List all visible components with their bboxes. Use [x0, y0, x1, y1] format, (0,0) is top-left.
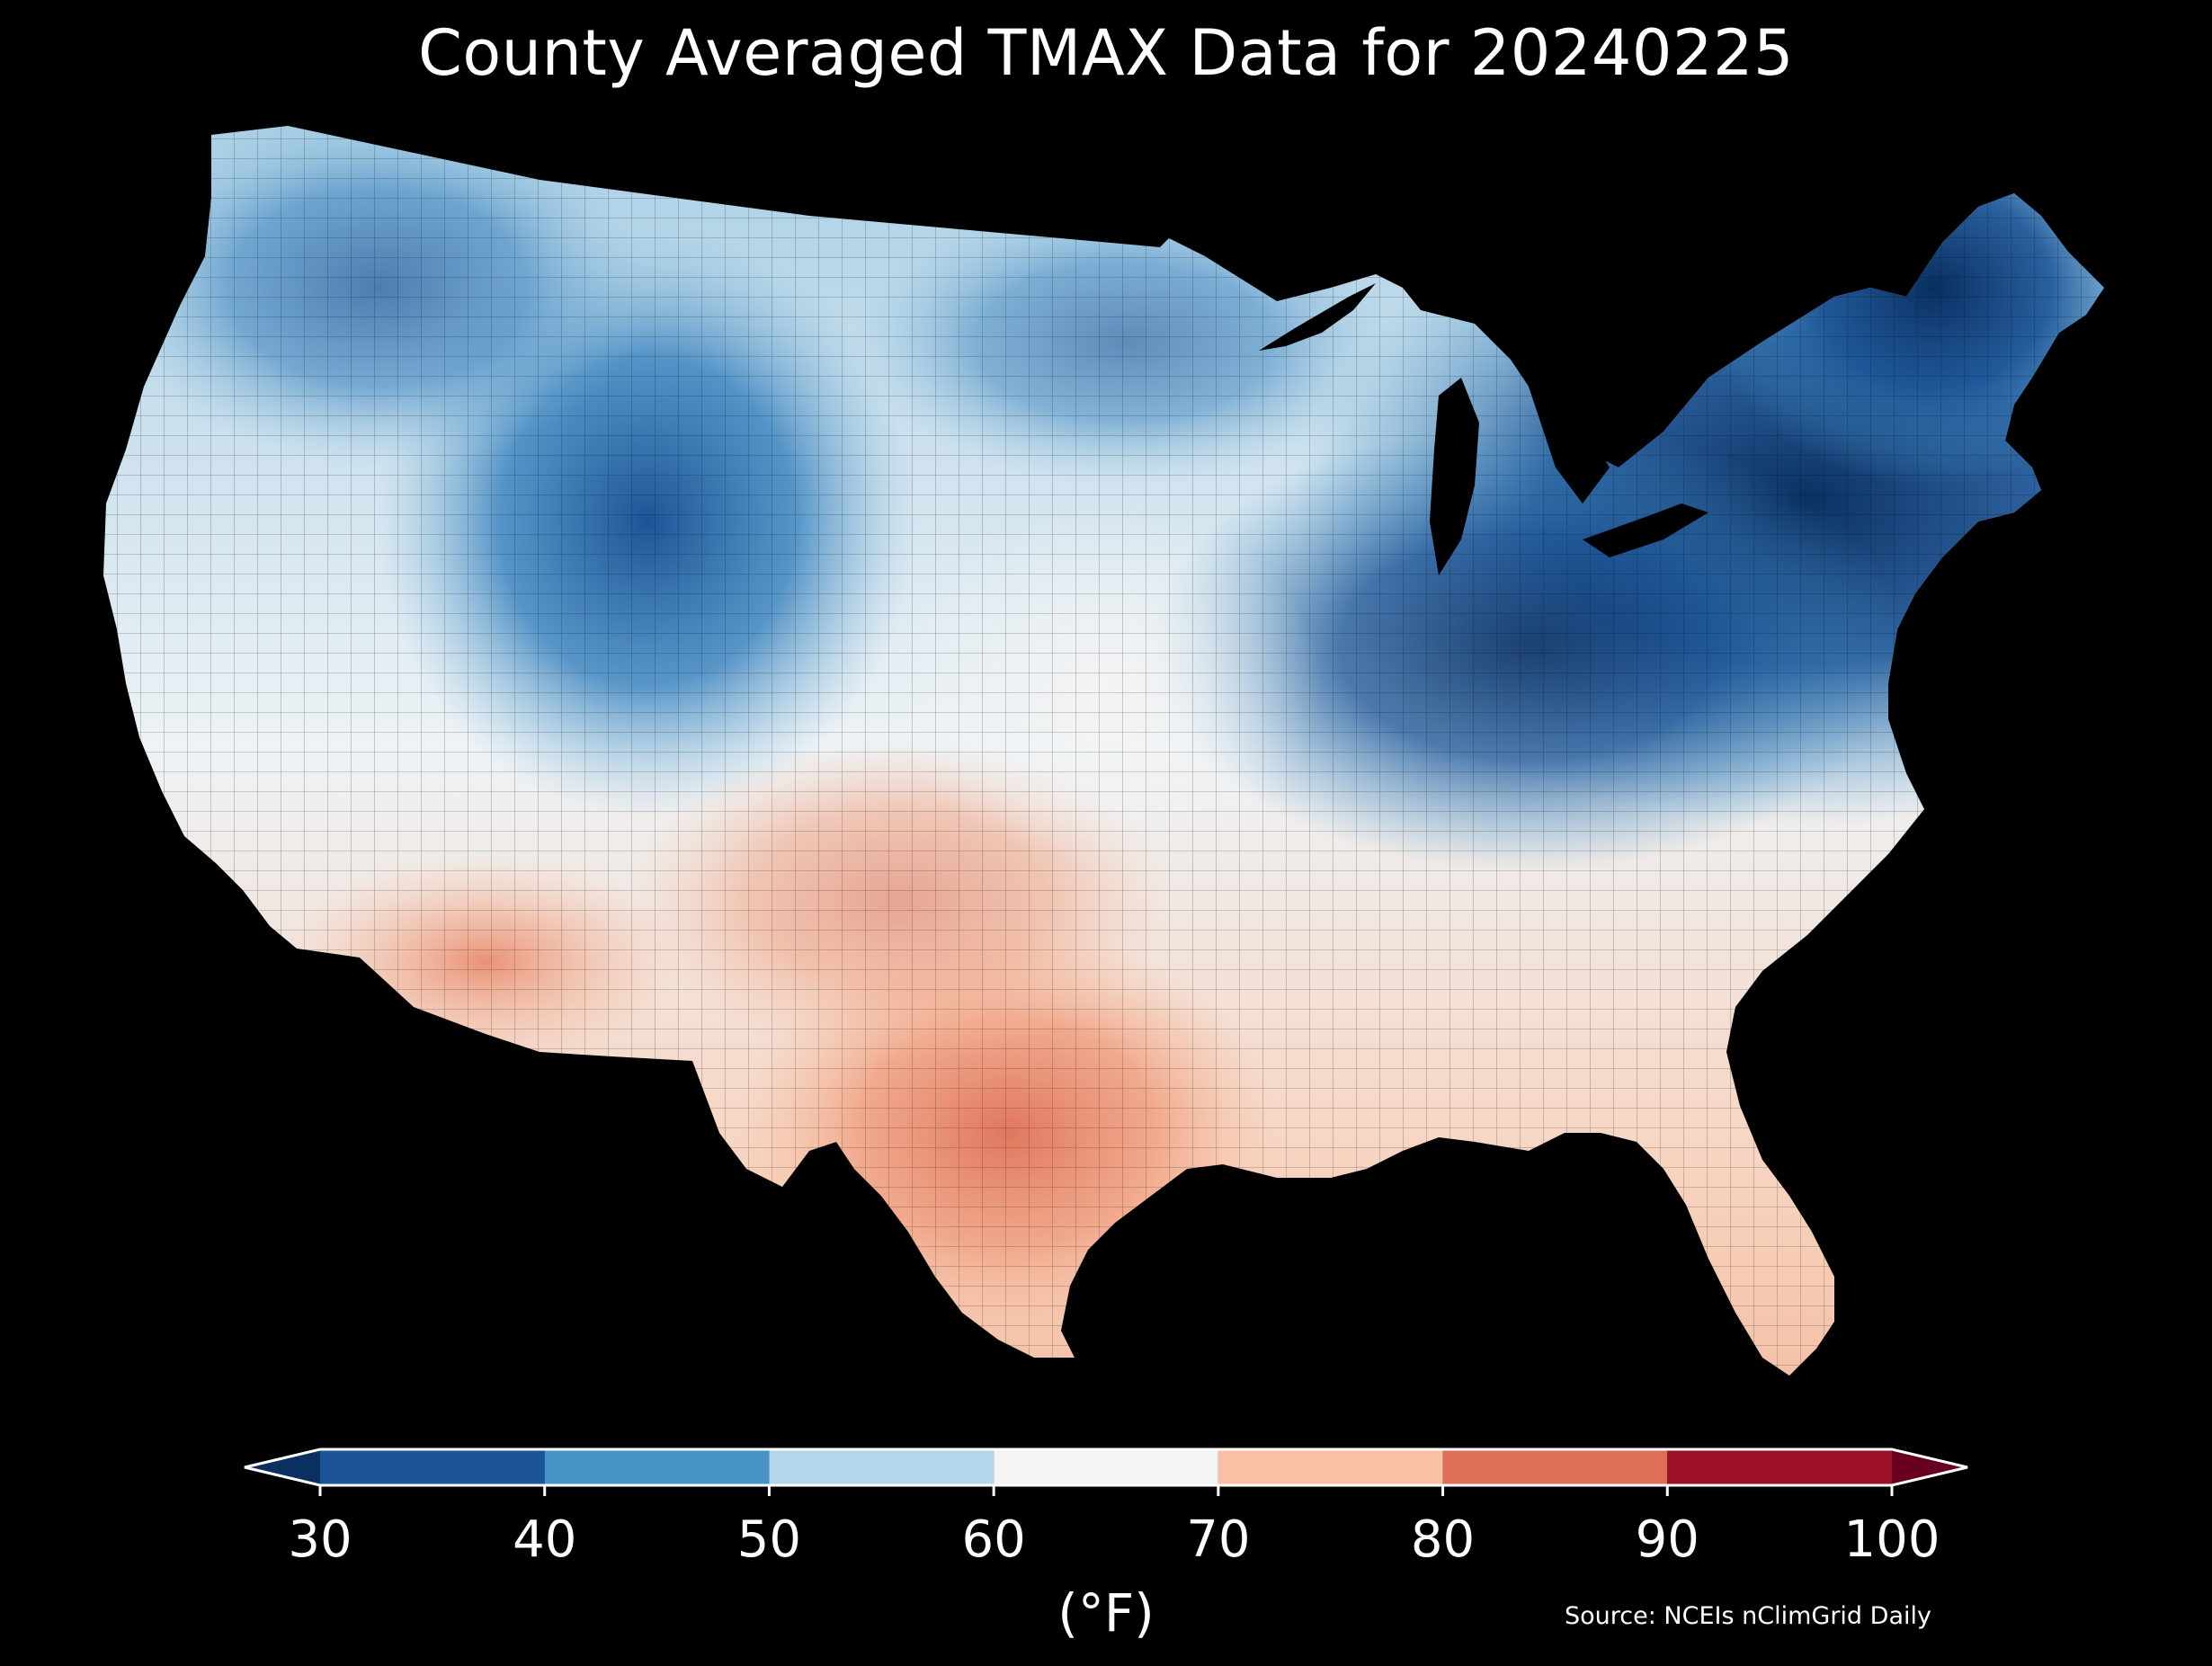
- colorbar-bin: [1442, 1449, 1668, 1485]
- colorbar-under-arrow: [245, 1449, 320, 1485]
- colorbar-bin: [320, 1449, 545, 1485]
- colorbar-tick-label: 40: [513, 1510, 577, 1569]
- colorbar-bin: [769, 1449, 995, 1485]
- colorbar-tick-label: 60: [961, 1510, 1026, 1569]
- colorbar-tick-label: 50: [736, 1510, 802, 1569]
- colorbar-bin: [994, 1449, 1218, 1485]
- colorbar-bin: [544, 1449, 770, 1485]
- great-lakes: [1259, 283, 1708, 575]
- colorbar-bin: [1667, 1449, 1892, 1485]
- colorbar-over-arrow: [1892, 1449, 1967, 1485]
- source-credit: Source: NCEIs nClimGrid Daily: [1565, 1602, 1931, 1630]
- colorbar-tick-label: 80: [1410, 1510, 1476, 1569]
- colorbar-tick-label: 70: [1186, 1510, 1251, 1569]
- colorbar-unit-label: (°F): [1057, 1582, 1155, 1644]
- map-title: County Averaged TMAX Data for 20240225: [417, 16, 1795, 90]
- colorbar-tick-label: 30: [288, 1510, 352, 1569]
- colorbar-tick-label: 90: [1635, 1510, 1699, 1569]
- colorbar-tick-label: 100: [1843, 1510, 1940, 1569]
- colorbar-bin: [1217, 1449, 1443, 1485]
